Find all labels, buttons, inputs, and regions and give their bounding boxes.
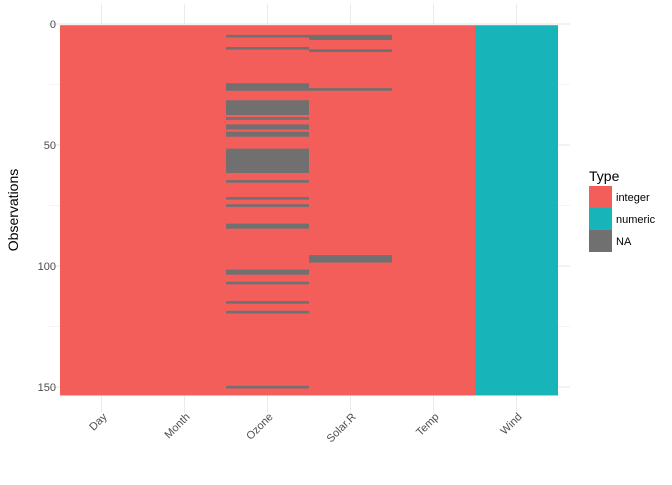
na-tile — [226, 112, 309, 115]
na-tile — [226, 88, 309, 91]
na-tile — [226, 226, 309, 229]
na-tile — [226, 107, 309, 111]
column-tile-Ozone — [226, 25, 309, 396]
na-tile — [226, 170, 309, 174]
x-tick-label: Wind — [498, 411, 524, 437]
y-axis-title: Observations — [5, 169, 21, 251]
na-tile — [309, 257, 392, 261]
y-tick-label: 100 — [38, 261, 56, 273]
na-tile — [226, 124, 309, 128]
na-tile — [309, 37, 392, 40]
na-tile — [226, 117, 309, 120]
na-tile — [226, 223, 309, 227]
na-tile — [226, 46, 309, 50]
legend-swatch-NA — [589, 230, 612, 252]
legend-label: NA — [616, 236, 632, 248]
x-tick-label: Month — [163, 411, 193, 441]
column-tile-Solar.R — [309, 25, 392, 396]
legend-title: Type — [589, 168, 620, 184]
na-tile — [226, 301, 309, 304]
x-tick-label: Day — [87, 411, 110, 434]
na-tile — [226, 131, 309, 135]
column-tile-Month — [143, 25, 226, 396]
na-tile — [226, 134, 309, 137]
na-tile — [226, 167, 309, 171]
na-tile — [226, 310, 309, 314]
na-tile — [226, 34, 309, 38]
na-tile — [309, 88, 392, 91]
y-tick-label: 0 — [50, 19, 56, 31]
na-tile — [226, 385, 309, 389]
legend-label: integer — [616, 192, 650, 204]
na-tile — [226, 155, 309, 159]
column-tile-Temp — [392, 25, 475, 396]
na-tile — [226, 160, 309, 164]
na-tile — [226, 163, 309, 166]
legend-swatch-integer — [589, 186, 612, 208]
na-tile — [226, 204, 309, 207]
na-tile — [226, 126, 309, 130]
x-tick-label: Temp — [414, 411, 442, 439]
legend-label: numeric — [616, 214, 656, 226]
na-tile — [226, 85, 309, 89]
na-tile — [226, 269, 309, 273]
na-tile — [309, 49, 392, 53]
na-tile — [226, 83, 309, 86]
y-tick-label: 150 — [38, 382, 56, 394]
column-tile-Day — [60, 25, 143, 396]
na-tile — [226, 105, 309, 108]
na-tile — [226, 153, 309, 157]
na-tile — [226, 151, 309, 154]
na-tile — [309, 255, 392, 258]
column-tile-Wind — [475, 25, 558, 396]
x-tick-label: Ozone — [244, 411, 275, 442]
na-tile — [226, 281, 309, 285]
legend-swatch-numeric — [589, 208, 612, 230]
na-tile — [309, 34, 392, 38]
na-tile — [226, 165, 309, 169]
na-tile — [309, 259, 392, 263]
y-tick-label: 50 — [44, 140, 56, 152]
na-tile — [226, 158, 309, 161]
na-tile — [226, 102, 309, 106]
na-tile — [226, 272, 309, 275]
na-tile — [226, 148, 309, 152]
na-tile — [226, 100, 309, 103]
na-tile — [226, 197, 309, 200]
na-tile — [226, 180, 309, 183]
x-tick-label: Solar.R — [325, 411, 359, 445]
na-tile — [226, 109, 309, 113]
